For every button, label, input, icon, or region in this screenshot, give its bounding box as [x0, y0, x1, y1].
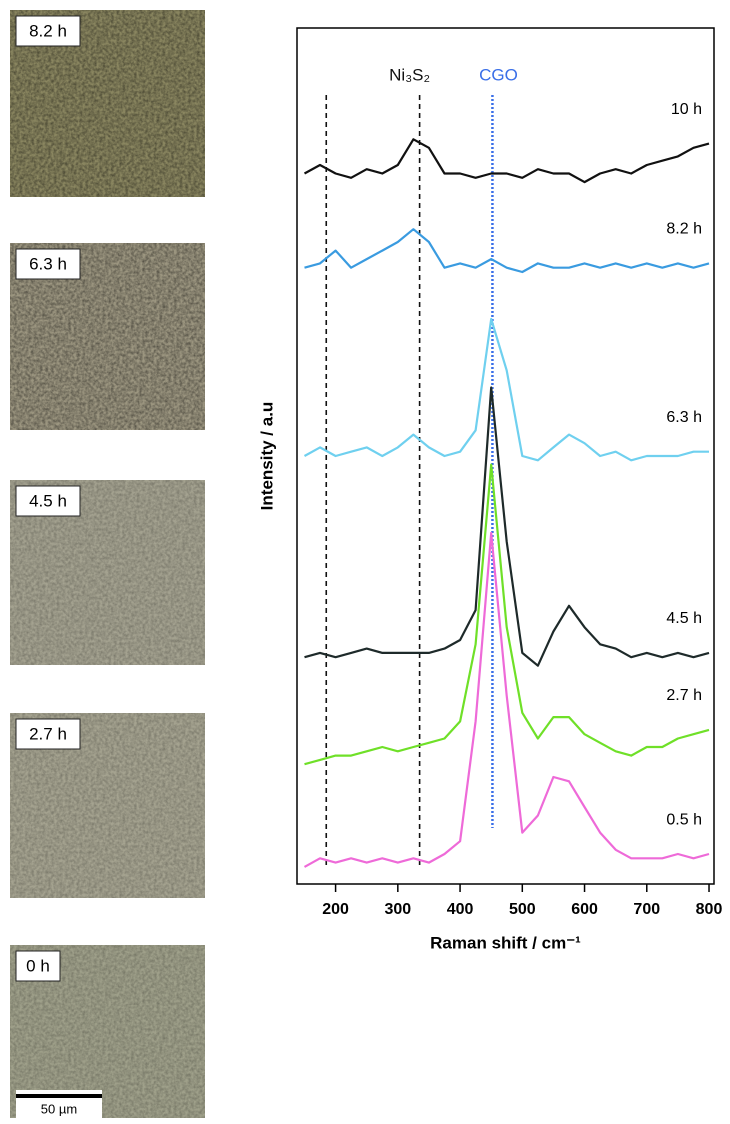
- label-box: [15, 248, 81, 280]
- label-box: [15, 15, 81, 47]
- image-label: 4.5 h: [29, 491, 67, 510]
- x-axis-label: Raman shift / cm⁻¹: [430, 933, 581, 952]
- series-label: 8.2 h: [666, 221, 702, 238]
- x-tick-label: 600: [571, 901, 598, 918]
- label-box: [15, 718, 81, 750]
- scale-label: 50 µm: [41, 1101, 77, 1116]
- x-tick-label: 200: [322, 901, 349, 918]
- spectrum: [304, 386, 710, 667]
- series-label: 0.5 h: [666, 811, 702, 828]
- x-tick-label: 300: [384, 901, 411, 918]
- image-label: 6.3 h: [29, 254, 67, 273]
- x-tick-label: 500: [509, 901, 536, 918]
- series-label: 4.5 h: [666, 610, 702, 627]
- series-label: 10 h: [671, 101, 702, 118]
- reference-label: CGO: [479, 65, 518, 84]
- plot-frame: [296, 27, 715, 885]
- reference-label: Ni₃S₂: [389, 65, 430, 84]
- label-box: [15, 950, 61, 982]
- spectrum: [303, 138, 710, 184]
- spectrum: [303, 531, 710, 868]
- image-label: 0 h: [26, 956, 50, 975]
- series-label: 6.3 h: [666, 409, 702, 426]
- spectrum: [303, 317, 709, 462]
- image-label: 2.7 h: [29, 724, 67, 743]
- y-axis-label: Intensity / a.u: [257, 402, 276, 511]
- series-label: 2.7 h: [666, 687, 702, 704]
- x-tick-label: 800: [696, 901, 723, 918]
- spectrum: [304, 228, 710, 274]
- x-tick-label: 400: [447, 901, 474, 918]
- spectrum: [304, 463, 710, 766]
- x-tick-label: 700: [633, 901, 660, 918]
- label-box: [15, 485, 81, 517]
- image-label: 8.2 h: [29, 21, 67, 40]
